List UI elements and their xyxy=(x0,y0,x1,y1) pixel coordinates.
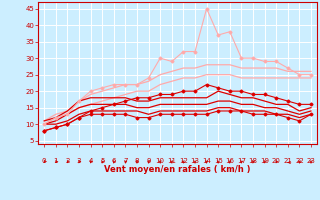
X-axis label: Vent moyen/en rafales ( km/h ): Vent moyen/en rafales ( km/h ) xyxy=(104,165,251,174)
